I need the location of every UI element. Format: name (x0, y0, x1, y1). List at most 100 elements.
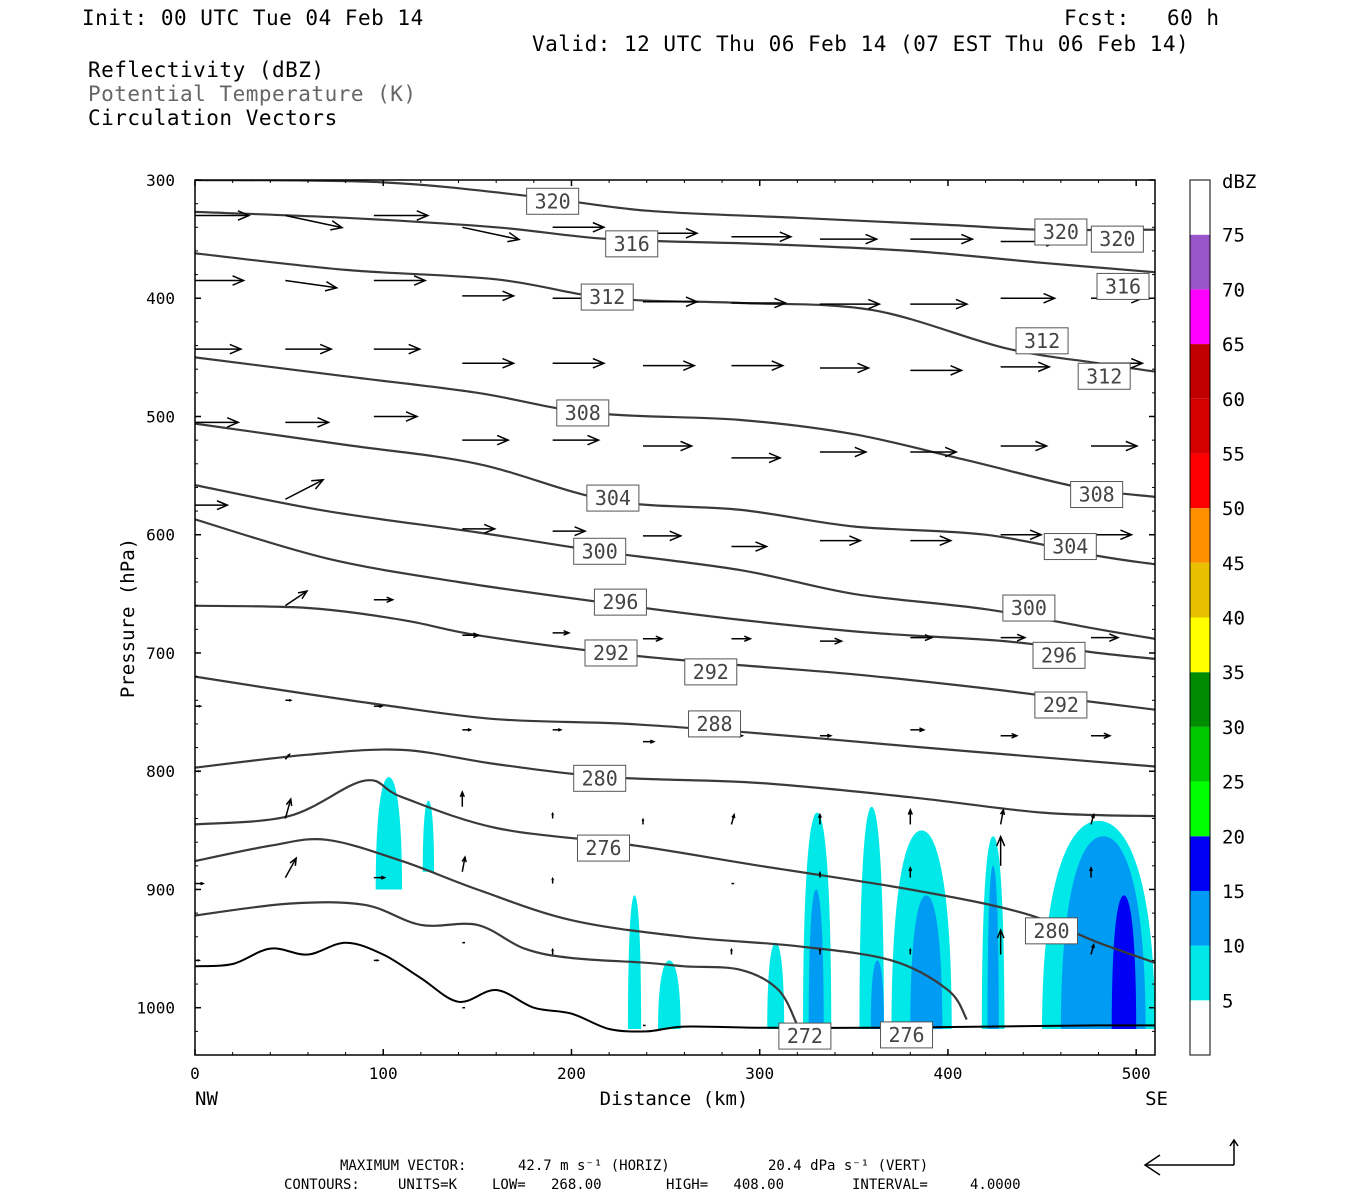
vector-head (755, 541, 769, 552)
vector-head (908, 947, 912, 952)
vector-head (1016, 633, 1027, 642)
reflectivity-cell (808, 889, 824, 1029)
colorbar-swatch (1190, 1000, 1210, 1055)
colorbar-swatch (1190, 562, 1210, 618)
circulation-vector (641, 817, 645, 825)
vector-head (655, 635, 664, 643)
colorbar-tick-label: 55 (1222, 443, 1245, 465)
contour-label-text: 308 (1079, 483, 1115, 507)
vector-head (592, 357, 606, 369)
circulation-vector (285, 478, 325, 500)
vector-head (216, 500, 230, 511)
contour-label: 316 (605, 230, 659, 258)
contour-label-text: 304 (595, 486, 631, 510)
contour-label-text: 312 (589, 285, 625, 309)
circulation-vector (1090, 812, 1095, 825)
vector-head (557, 728, 563, 732)
circulation-vector (1091, 529, 1134, 541)
circulation-vector (284, 856, 298, 878)
forecast-hours: 60 h (1167, 6, 1220, 30)
circulation-vector (1091, 633, 1120, 642)
vector-head (1088, 865, 1094, 872)
circulation-vector (1000, 633, 1027, 642)
circulation-vector (1090, 942, 1095, 955)
contour-label-box (573, 537, 627, 565)
colorbar-tick-label: 70 (1222, 279, 1245, 301)
contour-label-text: 304 (1052, 535, 1088, 559)
vector-head (961, 233, 975, 245)
circulation-vector (462, 357, 516, 369)
contour-label-box (584, 639, 638, 667)
circulation-vector (285, 343, 334, 355)
contour-label-text: 292 (693, 660, 729, 684)
max-vector-horiz: 42.7 m s⁻¹ (HORIZ) (518, 1158, 670, 1174)
y-tick-label: 300 (146, 171, 175, 190)
vector-head (413, 275, 428, 286)
vector-head (289, 856, 298, 867)
contour-label-text: 312 (1024, 329, 1060, 353)
contour-label: 308 (556, 399, 610, 427)
vector-head (1103, 732, 1112, 740)
circulation-vector (910, 633, 934, 642)
circulation-vector (908, 947, 912, 955)
colorbar-tick-label: 20 (1222, 826, 1245, 848)
circulation-vector (461, 855, 467, 872)
circulation-vector (910, 535, 953, 547)
colorbar-swatch (1190, 781, 1210, 837)
circulation-vector (910, 233, 975, 245)
contour-label-box (688, 710, 742, 738)
colorbar-tick-label: 15 (1222, 881, 1245, 903)
contour-label-box (586, 484, 640, 512)
contour-label: 276 (576, 834, 630, 862)
vector-shaft (999, 809, 1005, 825)
contour-label-text: 308 (565, 401, 601, 425)
colorbar-swatch (1190, 617, 1210, 673)
contour-label: 320 (1090, 225, 1144, 253)
circulation-vector (819, 233, 879, 245)
contour-label-box (1015, 327, 1069, 355)
circulation-vector (284, 797, 293, 819)
contour-label-text: 316 (614, 232, 650, 256)
x-tick-label: 400 (933, 1064, 962, 1083)
contour-label: 308 (1070, 481, 1124, 509)
circulation-vector (1000, 440, 1049, 452)
colorbar-swatch (1190, 890, 1210, 946)
circulation-vector (1000, 361, 1052, 373)
vector-head (386, 596, 395, 604)
vector-head (592, 221, 606, 233)
circulation-vector (284, 753, 291, 760)
contour-label-box (526, 187, 580, 215)
vector-head (288, 698, 293, 702)
contour-label-box (556, 399, 610, 427)
contour-label: 300 (1002, 594, 1056, 622)
vector-head (317, 417, 331, 428)
circulation-vector (731, 360, 785, 372)
vector-shaft (285, 479, 324, 500)
vector-head (1035, 440, 1049, 452)
vector-head (834, 637, 844, 645)
valid-time: Valid: 12 UTC Thu 06 Feb 14 (07 EST Thu … (532, 32, 1190, 56)
y-tick-label: 800 (146, 762, 175, 781)
contour-label: 296 (1032, 641, 1086, 669)
circulation-vector (551, 811, 555, 819)
contour-label-text: 320 (535, 189, 571, 213)
colorbar-tick-label: 5 (1222, 990, 1233, 1012)
contour-label-text: 276 (585, 836, 621, 860)
contour-label-box (1024, 917, 1078, 945)
x-tick-label: 500 (1122, 1064, 1151, 1083)
contour-label: 292 (584, 639, 638, 667)
circulation-vector (1000, 292, 1057, 304)
x-tick-label: 300 (745, 1064, 774, 1083)
circulation-vector (819, 362, 871, 374)
plot-frame (194, 179, 1156, 1056)
vector-head (995, 834, 1006, 847)
vector-head (408, 343, 422, 355)
vector-head (730, 947, 733, 952)
vector-shaft (461, 857, 466, 872)
y-tick-label: 500 (146, 407, 175, 426)
vector-head (950, 365, 964, 376)
circulation-vector (462, 226, 521, 243)
colorbar-tick-label: 45 (1222, 553, 1245, 575)
contour-label-box (1034, 218, 1088, 246)
reference-vector-icon (1143, 1138, 1239, 1176)
